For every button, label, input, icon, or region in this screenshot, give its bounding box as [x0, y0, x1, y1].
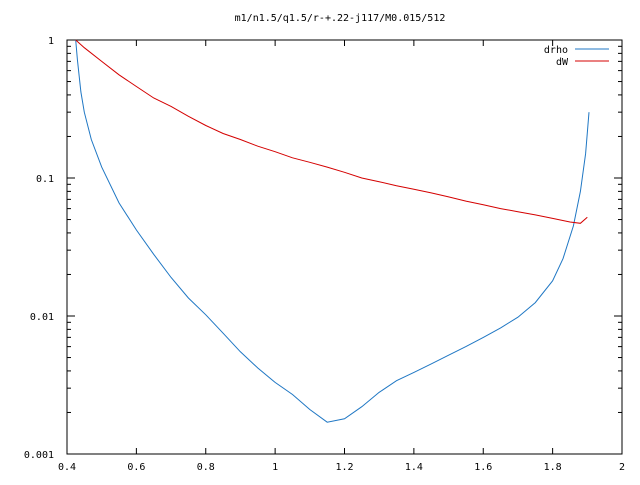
x-tick-label: 2 [619, 462, 625, 473]
x-tick-label: 1 [272, 462, 278, 473]
series-line-drho [75, 39, 590, 423]
plot-frame [66, 39, 623, 455]
y-axis: 1 0.1 0.01 0.001 [24, 36, 622, 461]
y-tick-label: 0.01 [30, 312, 54, 323]
series-lines [75, 39, 590, 423]
x-axis: 0.4 0.6 0.8 1 1.2 1.4 1.6 1.8 2 [58, 40, 625, 473]
x-tick-label: 0.8 [197, 462, 215, 473]
chart-title: m1/n1.5/q1.5/r-+.22-j117/M0.015/512 [235, 13, 446, 24]
x-tick-label: 1.2 [335, 462, 353, 473]
legend-label: dW [556, 57, 569, 68]
y-tick-label: 1 [48, 36, 54, 47]
series-line-dW [75, 39, 588, 224]
x-tick-label: 1.4 [405, 462, 423, 473]
legend-label: drho [544, 45, 568, 56]
x-tick-label: 0.6 [127, 462, 145, 473]
x-tick-label: 0.4 [58, 462, 76, 473]
y-tick-label: 0.001 [24, 450, 54, 461]
x-tick-label: 1.6 [474, 462, 492, 473]
x-tick-label: 1.8 [544, 462, 562, 473]
y-tick-label: 0.1 [36, 174, 54, 185]
